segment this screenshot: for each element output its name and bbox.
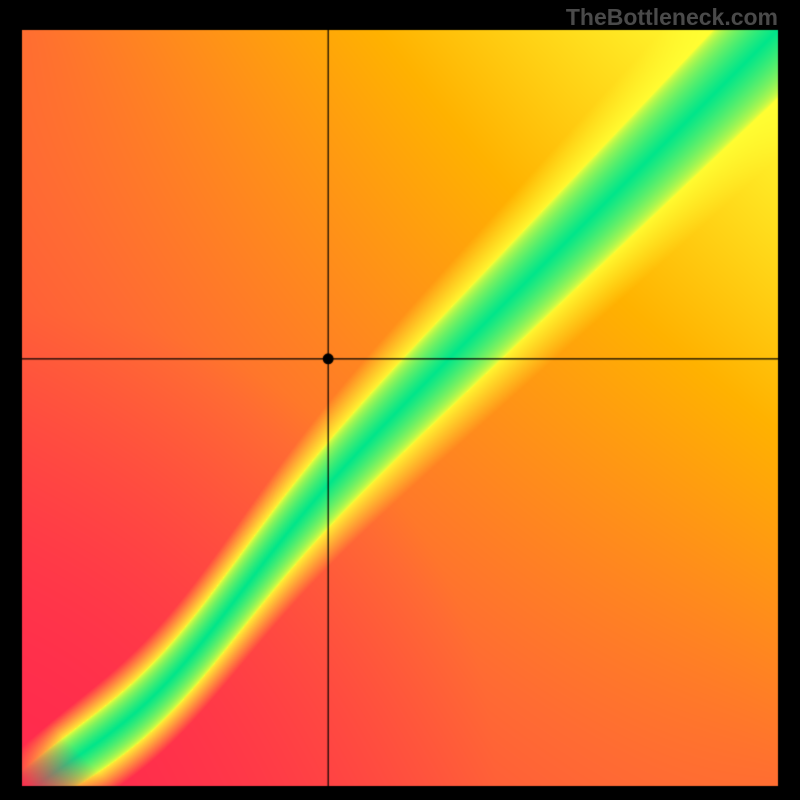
bottleneck-heatmap xyxy=(0,0,800,800)
watermark-text: TheBottleneck.com xyxy=(566,4,778,31)
